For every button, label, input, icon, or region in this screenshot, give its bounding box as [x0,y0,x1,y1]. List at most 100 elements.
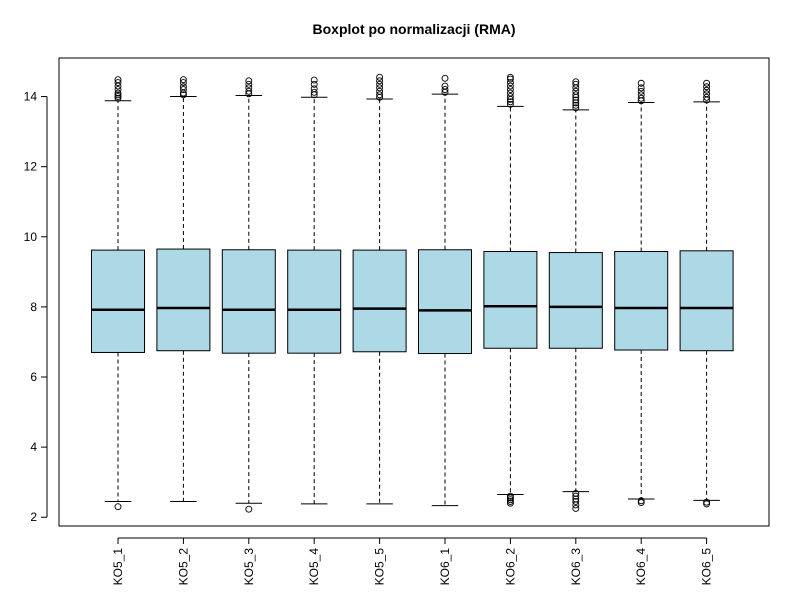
outlier-point [114,93,122,101]
outlier-point [637,497,645,505]
x-category-label: KO5_4 [307,548,321,586]
outlier-point [703,83,711,91]
outlier-point [637,79,645,87]
outlier-point [572,101,580,109]
outlier-point [703,79,711,87]
outlier-point [572,492,580,500]
y-tick-label: 2 [30,510,37,524]
x-category-label: KO5_3 [242,548,256,586]
y-tick-label: 10 [24,230,38,244]
outlier-point [637,499,645,506]
chart-title: Boxplot po normalizacji (RMA) [313,21,516,37]
outlier-point [572,96,580,104]
outlier-point [376,84,384,92]
outlier-point [179,91,187,99]
outlier-point [179,83,187,91]
outlier-point [506,79,514,86]
box-iqr [614,251,669,351]
outlier-point [703,498,711,506]
box-KO5_3 [221,77,276,513]
outlier-point [245,77,253,85]
outlier-point [506,100,514,108]
outlier-point [376,87,384,95]
outlier-point [114,89,122,97]
x-category-label: KO6_2 [503,548,517,586]
outlier-point [637,94,645,102]
outlier-point [310,85,318,93]
outlier-point [572,498,580,505]
outlier-point [114,76,122,84]
outlier-point [441,74,449,82]
box-iqr [287,249,342,354]
outlier-point [506,89,514,97]
x-category-label: KO6_3 [569,548,583,586]
box-KO5_1 [91,76,145,511]
x-axis: KO5_1 KO5_2 KO5_3 KO5_4 KO5_5 KO6_1 KO6_2 KO6_3… [111,537,714,586]
outlier-point [114,82,122,90]
outlier-point [506,73,514,81]
outlier-point [703,93,711,101]
outlier-point [572,91,580,99]
outlier-point [376,91,384,99]
outlier-point [572,80,580,88]
box-iqr [221,249,276,354]
outlier-point [703,500,711,508]
box-iqr [352,249,407,353]
outlier-point [245,505,253,513]
outlier-point [310,88,318,96]
outlier-point [114,79,122,86]
outlier-point [245,84,253,92]
box-iqr [418,249,472,355]
outlier-point [245,80,253,88]
y-tick-label: 14 [24,90,38,104]
outlier-point [179,86,187,94]
y-tick-label: 6 [30,370,37,384]
outlier-point [376,77,384,85]
plot-frame [58,57,770,527]
outlier-point [506,98,514,106]
box-iqr [483,251,538,349]
box-iqr [548,252,603,349]
y-tick-label: 12 [24,160,38,174]
box-iqr [156,248,211,352]
outlier-point [703,90,711,98]
outlier-point [310,80,318,88]
box-KO6_1 [418,74,472,507]
outlier-point [114,86,122,94]
box-KO6_2 [483,73,538,507]
y-axis: 2 4 6 8 10 12 14 [24,90,48,524]
y-tick-label: 8 [30,300,37,314]
x-category-label: KO5_1 [111,548,125,586]
outlier-point [376,80,384,88]
outlier-point [114,503,122,511]
box-KO6_5 [679,79,734,508]
outlier-point [506,82,514,90]
outlier-point [245,87,253,95]
outlier-point [441,86,449,94]
outlier-point [506,492,514,500]
outlier-point [506,496,514,504]
outlier-point [506,499,514,507]
outlier-point [572,84,580,92]
box-iqr [91,249,145,353]
outlier-point [506,86,514,94]
outlier-point [572,505,580,512]
outlier-point [114,94,122,102]
x-category-label: KO5_2 [176,548,190,586]
outlier-point [310,76,318,84]
outlier-point [179,79,187,86]
outlier-point [572,104,580,112]
y-tick-label: 4 [30,440,37,454]
x-category-label: KO6_1 [438,548,452,586]
outlier-point [637,87,645,95]
boxes [91,73,734,513]
outlier-point [572,78,580,86]
outlier-point [376,73,384,81]
outlier-point [572,501,580,509]
x-category-label: KO5_5 [373,548,387,586]
box-KO5_5 [352,73,407,505]
outlier-point [506,75,514,83]
outlier-point [572,87,580,95]
box-KO6_4 [614,79,669,506]
